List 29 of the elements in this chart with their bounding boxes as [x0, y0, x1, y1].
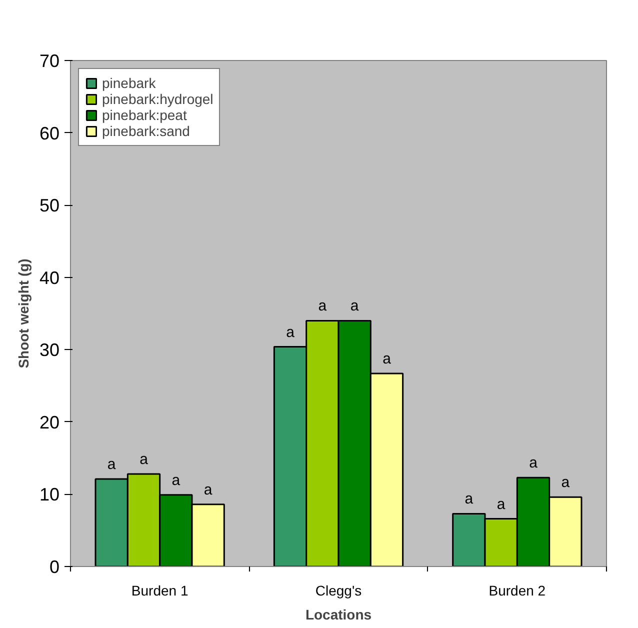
y-tick-label: 60	[39, 123, 60, 144]
legend-label: pinebark	[102, 75, 156, 91]
annotation: a	[464, 490, 474, 508]
annotation: a	[286, 324, 296, 341]
y-tick-label: 40	[39, 268, 60, 288]
y-tick-label: 70	[39, 51, 60, 71]
y-axis-title: Shoot weight (g)	[15, 258, 32, 368]
annotation: a	[529, 454, 538, 472]
x-tick-label: Burden 1	[131, 582, 188, 598]
annotation: a	[107, 456, 116, 474]
y-tick-label: 30	[39, 340, 60, 360]
annotation: a	[318, 298, 328, 315]
legend-label: pinebark:sand	[102, 123, 190, 139]
annotation: a	[382, 350, 392, 368]
annotation: a	[204, 481, 213, 498]
annotation: a	[561, 474, 570, 492]
annotation: a	[350, 298, 360, 315]
x-tick-label: Clegg's	[315, 582, 362, 598]
x-tick-label: Burden 2	[488, 582, 546, 598]
y-tick-label: 0	[49, 557, 60, 577]
y-tick-label: 50	[39, 196, 60, 216]
annotation: a	[172, 472, 181, 489]
legend-label: pinebark:hydrogel	[102, 91, 214, 107]
legend-label: pinebark:peat	[102, 107, 187, 123]
annotation: a	[496, 496, 506, 513]
annotation: a	[140, 450, 149, 468]
y-tick-label: 20	[39, 412, 60, 432]
x-axis-title: Locations	[305, 606, 372, 622]
y-tick-label: 10	[39, 484, 60, 505]
